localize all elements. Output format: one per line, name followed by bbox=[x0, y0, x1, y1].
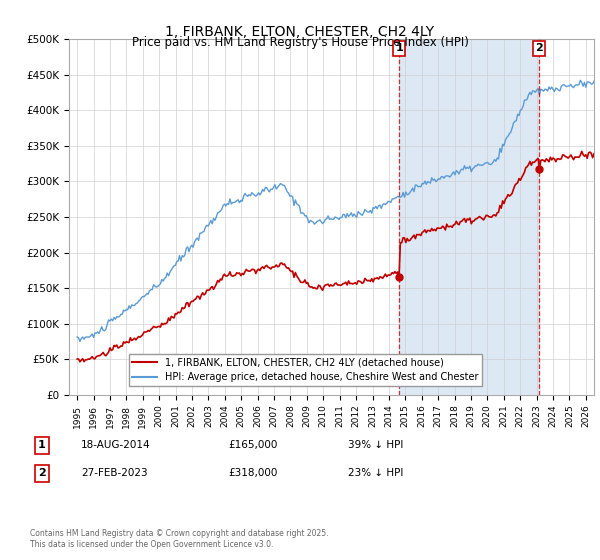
Legend: 1, FIRBANK, ELTON, CHESTER, CH2 4LY (detached house), HPI: Average price, detach: 1, FIRBANK, ELTON, CHESTER, CH2 4LY (det… bbox=[128, 354, 482, 386]
Text: £318,000: £318,000 bbox=[228, 468, 277, 478]
Text: 23% ↓ HPI: 23% ↓ HPI bbox=[348, 468, 403, 478]
Text: 2: 2 bbox=[38, 468, 46, 478]
Text: 39% ↓ HPI: 39% ↓ HPI bbox=[348, 440, 403, 450]
Text: Price paid vs. HM Land Registry's House Price Index (HPI): Price paid vs. HM Land Registry's House … bbox=[131, 36, 469, 49]
Text: 1: 1 bbox=[395, 44, 403, 53]
Text: 1, FIRBANK, ELTON, CHESTER, CH2 4LY: 1, FIRBANK, ELTON, CHESTER, CH2 4LY bbox=[166, 25, 434, 39]
Bar bbox=[400, 39, 539, 395]
Text: 27-FEB-2023: 27-FEB-2023 bbox=[81, 468, 148, 478]
Text: 1: 1 bbox=[38, 440, 46, 450]
Text: £165,000: £165,000 bbox=[228, 440, 277, 450]
Text: Contains HM Land Registry data © Crown copyright and database right 2025.
This d: Contains HM Land Registry data © Crown c… bbox=[30, 529, 329, 549]
Text: 18-AUG-2014: 18-AUG-2014 bbox=[81, 440, 151, 450]
Text: 2: 2 bbox=[535, 44, 543, 53]
